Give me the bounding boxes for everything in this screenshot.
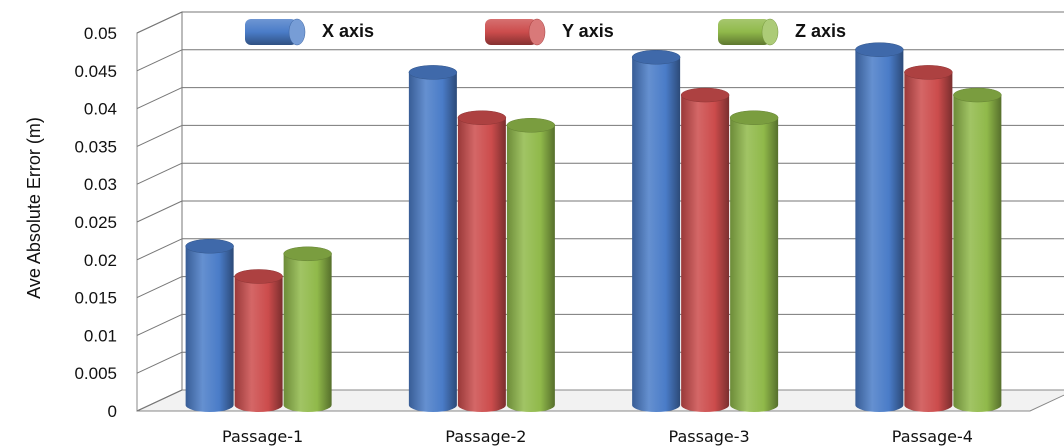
legend-item: X axis: [245, 18, 374, 46]
legend-label: Y axis: [562, 21, 614, 41]
legend-swatch-cap: [761, 18, 779, 46]
bar-top: [729, 110, 779, 125]
bar: [855, 42, 904, 413]
bar-top: [904, 65, 953, 80]
legend-swatch: [245, 19, 297, 45]
bar: [904, 65, 953, 413]
bar: [953, 87, 1002, 413]
gridline-side: [136, 87, 183, 110]
legend-label: X axis: [322, 21, 374, 41]
bar-body: [185, 246, 234, 413]
bar-body: [283, 253, 332, 413]
bar-body: [234, 276, 283, 413]
bar-top: [185, 238, 234, 254]
bar: [408, 65, 458, 413]
y-tick-label: 0.025: [74, 213, 117, 232]
y-tick-label: 0.01: [84, 326, 117, 345]
legend-label: Z axis: [795, 21, 846, 41]
bar-body: [904, 72, 953, 413]
y-tick-label: 0.045: [74, 62, 117, 81]
y-tick-label: 0.02: [84, 251, 117, 270]
bar: [234, 269, 283, 413]
bar-body: [457, 117, 506, 413]
legend-swatch-cap: [288, 18, 306, 46]
bar-top: [234, 269, 283, 284]
bar: [631, 49, 681, 413]
legend-swatch: [718, 19, 770, 45]
legend-item: Y axis: [485, 18, 614, 46]
bar-body: [730, 117, 779, 413]
bar-top: [680, 87, 730, 103]
x-tick-label: Passage-1: [222, 427, 303, 446]
bar-top: [283, 246, 332, 262]
y-tick-label: 0.015: [74, 289, 117, 308]
gridline-side: [136, 11, 183, 34]
x-tick-label: Passage-2: [445, 427, 526, 446]
bar-top: [408, 65, 458, 80]
gridline-side: [136, 351, 183, 374]
bar-top: [855, 42, 904, 57]
bar: [185, 238, 234, 413]
y-tick-labels: 0 0.005 0.01 0.015 0.02 0.025 0.03 0.035 0.04 0.0…: [74, 24, 117, 421]
gridline-side: [136, 200, 183, 223]
gridline-side: [136, 276, 183, 299]
bar-body: [408, 72, 457, 413]
gridline-side: [136, 162, 183, 185]
gridline-side: [136, 238, 183, 261]
legend: X axis Y axis Z axis: [245, 18, 846, 46]
gridline-side: [136, 389, 183, 412]
bar-body: [681, 95, 730, 413]
bar-top: [506, 118, 556, 133]
y-tick-label: 0.05: [84, 24, 117, 43]
bar: [506, 118, 556, 413]
bar-top: [631, 49, 681, 65]
bar-top: [953, 87, 1002, 103]
bar: [680, 87, 730, 413]
bar: [283, 246, 332, 413]
bar-top: [457, 110, 507, 125]
x-tick-label: Passage-4: [892, 427, 973, 446]
bars: [185, 42, 1002, 413]
y-tick-label: 0.04: [84, 100, 117, 119]
y-tick-label: 0.005: [74, 364, 117, 383]
gridline-side: [136, 313, 183, 336]
legend-swatch-cap: [528, 18, 546, 46]
legend-swatch: [485, 19, 537, 45]
y-tick-label: 0: [108, 402, 117, 421]
bar: [729, 110, 779, 413]
bar-body: [953, 95, 1002, 413]
bar-body: [506, 125, 555, 413]
gridline-side: [136, 49, 183, 72]
bar: [457, 110, 507, 413]
y-tick-label: 0.03: [84, 175, 117, 194]
gridline-side: [136, 124, 183, 147]
y-tick-label: 0.035: [74, 137, 117, 156]
legend-item: Z axis: [718, 18, 846, 46]
y-axis-title: Ave Absolute Error (m): [24, 117, 44, 299]
bar-body: [632, 57, 681, 413]
x-tick-label: Passage-3: [669, 427, 750, 446]
bar-body: [855, 49, 904, 413]
x-tick-labels: Passage-1 Passage-2 Passage-3 Passage-4: [222, 427, 973, 446]
